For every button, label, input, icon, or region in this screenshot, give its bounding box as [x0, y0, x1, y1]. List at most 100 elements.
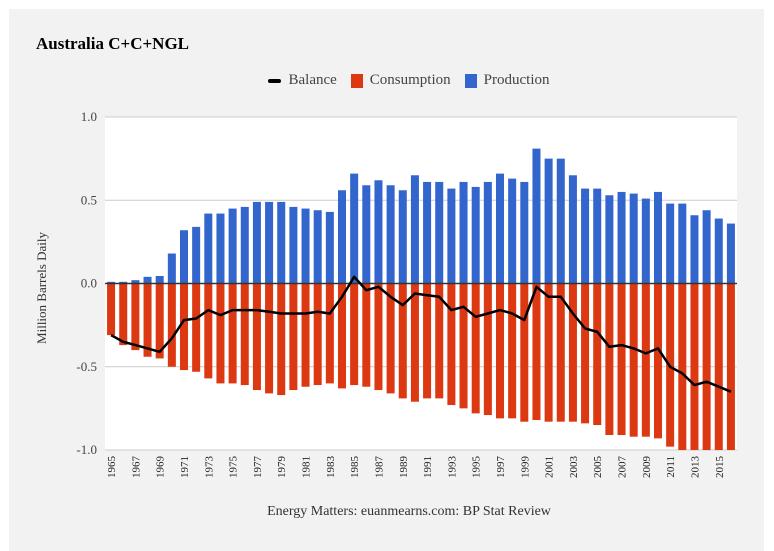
consumption-bar-1966[interactable] [119, 283, 128, 346]
production-bar-1985[interactable] [350, 173, 359, 284]
production-bar-1987[interactable] [374, 180, 383, 284]
consumption-bar-2009[interactable] [641, 283, 650, 437]
consumption-bar-2004[interactable] [581, 283, 590, 424]
consumption-bar-1999[interactable] [520, 283, 529, 422]
production-bar-1966[interactable] [119, 281, 128, 284]
consumption-bar-2015[interactable] [714, 283, 723, 455]
consumption-bar-1985[interactable] [350, 283, 359, 386]
production-bar-2014[interactable] [702, 210, 711, 284]
consumption-bar-1979[interactable] [277, 283, 286, 396]
production-bar-2016[interactable] [726, 223, 735, 284]
consumption-bar-2006[interactable] [605, 283, 614, 436]
production-bar-1993[interactable] [447, 188, 456, 284]
consumption-bar-2010[interactable] [653, 283, 663, 439]
consumption-bar-2016[interactable] [726, 283, 735, 459]
consumption-bar-2002[interactable] [556, 283, 565, 422]
legend-item-balance[interactable]: Balance [268, 72, 337, 89]
production-bar-2000[interactable] [532, 148, 541, 284]
consumption-bar-1976[interactable] [240, 283, 249, 386]
consumption-bar-1970[interactable] [167, 283, 176, 367]
consumption-bar-1971[interactable] [179, 283, 189, 371]
consumption-bar-2001[interactable] [544, 283, 553, 422]
production-bar-1979[interactable] [277, 201, 286, 284]
production-bar-2006[interactable] [605, 195, 614, 284]
production-bar-2003[interactable] [568, 175, 577, 284]
production-bar-1986[interactable] [362, 185, 371, 284]
consumption-bar-1997[interactable] [495, 283, 505, 419]
consumption-bar-1996[interactable] [483, 283, 492, 416]
production-bar-2010[interactable] [653, 191, 663, 284]
consumption-bar-2003[interactable] [568, 283, 577, 422]
consumption-bar-1994[interactable] [459, 283, 468, 409]
balance-line[interactable] [110, 275, 732, 393]
production-bar-1976[interactable] [240, 206, 249, 284]
consumption-bar-1978[interactable] [265, 283, 274, 394]
production-bar-1967[interactable] [131, 280, 140, 284]
production-bar-1992[interactable] [435, 181, 444, 284]
legend-item-production[interactable]: Production [464, 72, 550, 89]
consumption-bar-2007[interactable] [617, 283, 626, 436]
production-bar-1984[interactable] [337, 190, 347, 284]
consumption-bar-1972[interactable] [192, 283, 201, 372]
production-bar-1995[interactable] [471, 186, 480, 284]
production-bar-1996[interactable] [483, 181, 492, 284]
production-bar-1978[interactable] [265, 201, 274, 284]
production-bar-1980[interactable] [289, 206, 298, 284]
consumption-bar-1995[interactable] [471, 283, 480, 414]
production-bar-1977[interactable] [252, 201, 261, 284]
consumption-bar-2013[interactable] [690, 283, 699, 455]
production-bar-1973[interactable] [204, 213, 213, 284]
consumption-bar-1968[interactable] [143, 283, 152, 357]
production-bar-1970[interactable] [167, 253, 176, 284]
consumption-bar-1984[interactable] [337, 283, 347, 389]
consumption-bar-1990[interactable] [410, 283, 419, 402]
consumption-bar-1975[interactable] [228, 283, 237, 384]
consumption-bar-1973[interactable] [204, 283, 213, 379]
consumption-bar-1983[interactable] [325, 283, 334, 384]
production-bar-1971[interactable] [179, 230, 189, 284]
production-bar-2005[interactable] [593, 188, 602, 284]
consumption-bar-1988[interactable] [386, 283, 395, 394]
consumption-bar-1998[interactable] [508, 283, 517, 419]
production-bar-1975[interactable] [228, 208, 237, 284]
production-bar-1968[interactable] [143, 276, 152, 284]
production-bar-1972[interactable] [192, 226, 201, 284]
consumption-bar-1987[interactable] [374, 283, 383, 391]
consumption-bar-2012[interactable] [678, 283, 687, 454]
consumption-bar-1991[interactable] [423, 283, 432, 399]
production-bar-1969[interactable] [155, 276, 164, 284]
consumption-bar-1967[interactable] [131, 283, 140, 351]
production-bar-1974[interactable] [216, 213, 225, 284]
consumption-bar-1992[interactable] [435, 283, 444, 399]
production-bar-2013[interactable] [690, 215, 699, 284]
consumption-bar-1989[interactable] [398, 283, 407, 399]
consumption-bar-1986[interactable] [362, 283, 371, 387]
production-bar-1998[interactable] [508, 178, 517, 284]
consumption-bar-1981[interactable] [301, 283, 310, 387]
production-bar-1999[interactable] [520, 181, 529, 284]
production-bar-1983[interactable] [325, 211, 334, 284]
production-bar-1988[interactable] [386, 185, 395, 284]
production-bar-1990[interactable] [410, 175, 419, 284]
consumption-bar-1982[interactable] [313, 283, 322, 386]
production-bar-2008[interactable] [629, 193, 638, 284]
production-bar-2015[interactable] [714, 218, 723, 284]
production-bar-1981[interactable] [301, 208, 310, 284]
production-bar-2011[interactable] [666, 203, 675, 284]
production-bar-1965[interactable] [107, 281, 116, 284]
legend-item-consumption[interactable]: Consumption [350, 72, 451, 89]
consumption-bar-1977[interactable] [252, 283, 261, 391]
consumption-bar-1969[interactable] [155, 283, 164, 359]
consumption-bar-1974[interactable] [216, 283, 225, 384]
consumption-bar-2005[interactable] [593, 283, 602, 426]
consumption-bar-1993[interactable] [447, 283, 456, 406]
consumption-bar-1965[interactable] [107, 283, 116, 336]
production-bar-1991[interactable] [423, 181, 432, 284]
consumption-bar-2008[interactable] [629, 283, 638, 437]
production-bar-1994[interactable] [459, 181, 468, 284]
production-bar-2007[interactable] [617, 191, 626, 284]
production-bar-2002[interactable] [556, 158, 565, 284]
production-bar-2009[interactable] [641, 198, 650, 284]
production-bar-2004[interactable] [581, 188, 590, 284]
consumption-bar-2000[interactable] [532, 283, 541, 421]
